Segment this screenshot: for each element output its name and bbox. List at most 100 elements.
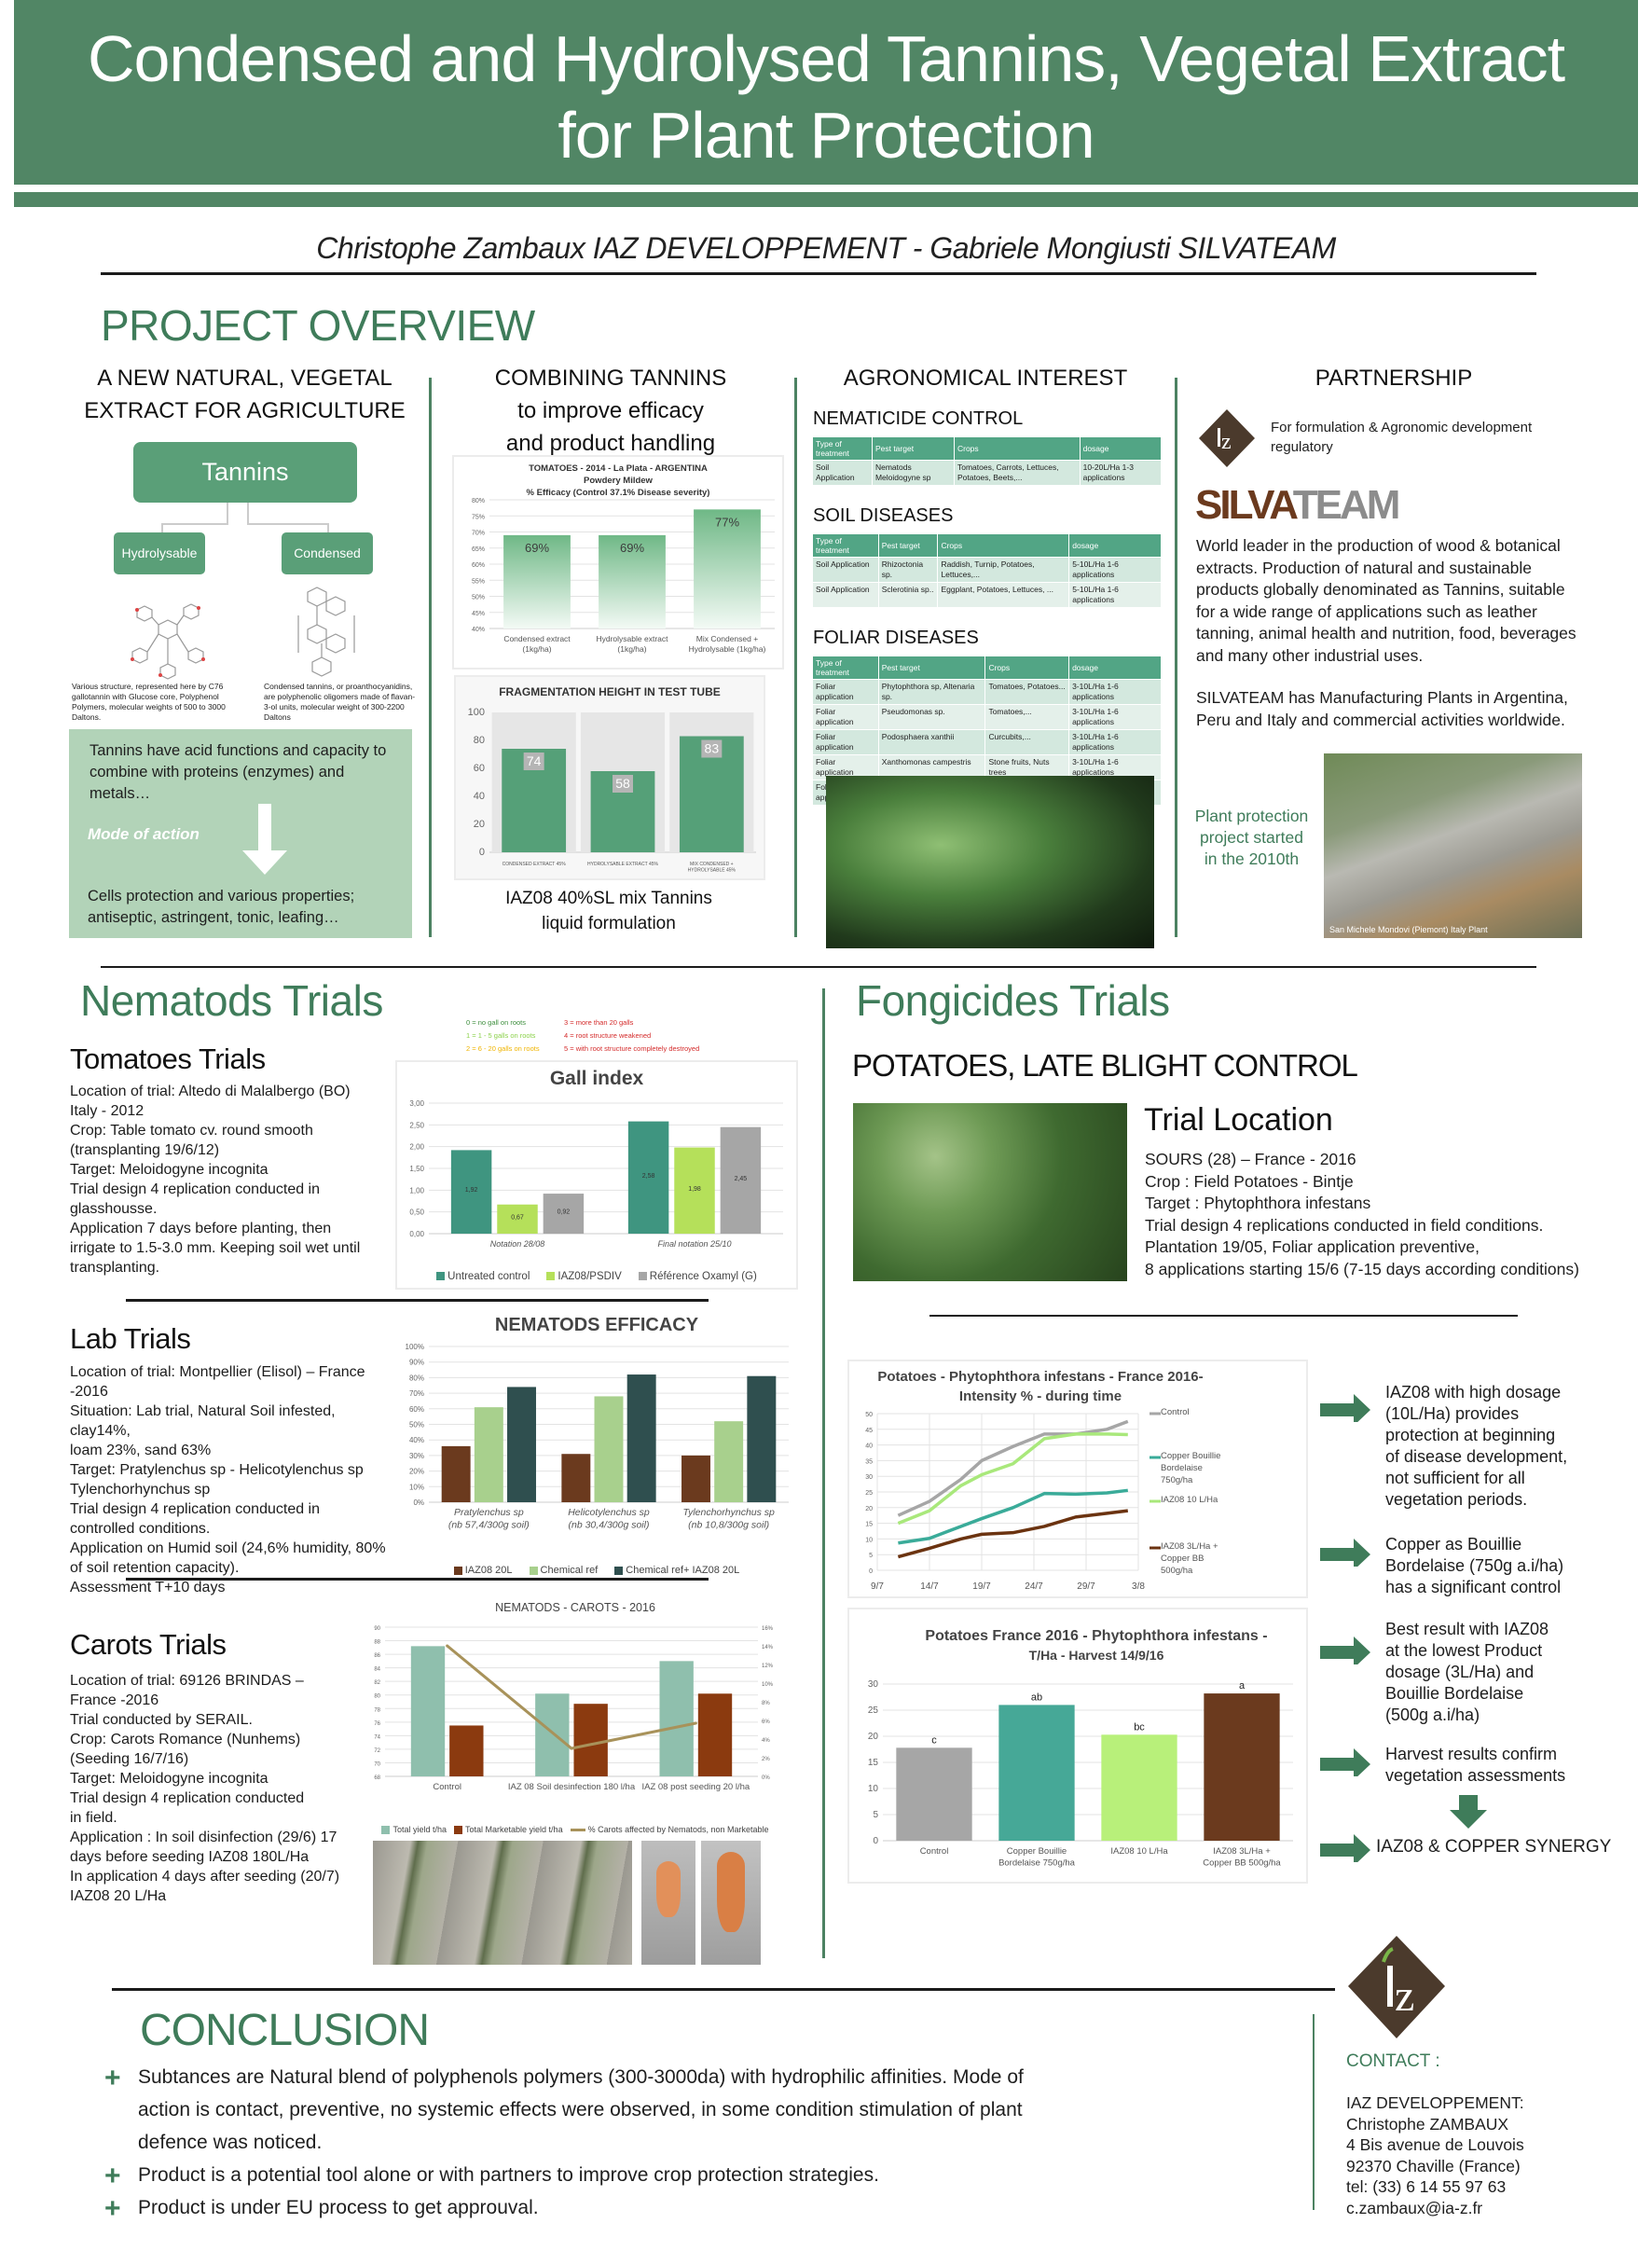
legend-item: Chemical ref+ IAZ08 20L xyxy=(614,1565,739,1576)
y-tick-label: 80% xyxy=(472,498,485,504)
y-tick-label: 40 xyxy=(865,1443,873,1450)
data-label: 69% xyxy=(525,541,549,555)
data-label-box xyxy=(701,739,723,758)
column-header: dosage xyxy=(1068,656,1162,680)
column-header: Pest target xyxy=(878,534,939,558)
y2-tick-label: 14% xyxy=(762,1645,774,1650)
table-cell: Soil Application xyxy=(813,582,879,607)
y-tick-label: 76 xyxy=(374,1721,380,1727)
x-category-label: CONDENSED EXTRACT 45% xyxy=(502,862,567,867)
note-line: dosage (3L/Ha) and xyxy=(1385,1663,1535,1681)
scale-item: 5 = with root structure completely destr… xyxy=(564,1044,700,1053)
legend-label: IAZ08 3L/Ha + Copper BB 500g/ha xyxy=(1161,1541,1218,1576)
legend-swatch xyxy=(638,1272,647,1281)
bar xyxy=(497,1204,538,1234)
y-tick-label: 50% xyxy=(409,1421,424,1429)
divider xyxy=(101,966,1536,968)
y-tick-label: 0 xyxy=(869,1568,873,1575)
y-tick-label: 70 xyxy=(374,1761,380,1767)
legend-label: IAZ08 20L xyxy=(464,1565,513,1576)
column-header: dosage xyxy=(1080,437,1163,461)
data-label-box xyxy=(523,753,544,770)
text-line: (transplanting 19/6/12) xyxy=(70,1142,220,1158)
chart-title: NEMATODS EFFICACY xyxy=(494,1315,699,1335)
chart-svg: 0 20 40 60 80 100 74 58 83 CONDENSED EXTRACT 45% H… xyxy=(468,707,756,874)
arrow-right-icon xyxy=(1320,1636,1370,1664)
chart-title: NEMATODS - CAROTS - 2016 xyxy=(495,1601,655,1614)
conclusion-line: Product is a potential tool alone or wit… xyxy=(138,2164,879,2186)
section-title-nematods: Nematods Trials xyxy=(80,976,383,1025)
bar xyxy=(1101,1734,1177,1841)
data-label: 2,45 xyxy=(735,1176,748,1182)
contact-line: Christophe ZAMBAUX xyxy=(1346,2114,1509,2134)
y-tick-label: 5 xyxy=(869,1553,873,1559)
y-tick-label: 88 xyxy=(374,1640,380,1646)
line-series-carots-affected xyxy=(446,1644,696,1750)
table-cell: Eggplant, Potatoes, Lettuces, ... xyxy=(937,582,1070,607)
tannins-box: Tannins xyxy=(133,442,357,503)
title-banner-stripe xyxy=(14,192,1638,207)
chart-intensity-over-time: Potatoes - Phytophthora infestans - Fran… xyxy=(847,1360,1308,1598)
table-header-row: Type of treatment Pest target Crops dosage xyxy=(813,534,1162,558)
data-label: 0,67 xyxy=(511,1214,524,1221)
table-row: Foliar application Xanthomonas campestris… xyxy=(813,754,1162,780)
conclusion-line: action is contact, preventive, no system… xyxy=(138,2099,1023,2120)
legend-swatch xyxy=(546,1272,556,1281)
chart-carots: NEMATODS - CAROTS - 2016 68 70 72 74 76 78 80 8… xyxy=(351,1601,799,1834)
column-header: Type of treatment xyxy=(813,656,879,680)
y-tick-label: 35 xyxy=(865,1458,873,1465)
y-tick-label: 45% xyxy=(472,611,485,617)
y-tick-label: 40% xyxy=(472,627,485,633)
bar xyxy=(449,1725,484,1776)
chart-title: Potatoes - Phytophthora infestans - Fran… xyxy=(877,1369,1204,1385)
plus-icon: + xyxy=(104,2161,121,2191)
title-line-1: Condensed and Hydrolysed Tannins, Vegeta… xyxy=(87,22,1565,95)
bar xyxy=(626,1374,656,1502)
chart-nematods-efficacy: NEMATODS EFFICACY 0% 10% 20% 30% 40% 50% 60% 70… xyxy=(395,1315,798,1578)
condensed-molecule-image xyxy=(297,587,355,677)
legend-item: IAZ08/PSDIV xyxy=(546,1271,622,1282)
column-header: Crops xyxy=(954,437,1081,461)
scale-item: 0 = no gall on roots xyxy=(466,1018,527,1027)
text-line: Location of trial: Montpellier (Elisol) … xyxy=(70,1364,365,1380)
chart-legend: IAZ08 20L Chemical ref Chemical ref+ IAZ08… xyxy=(395,1565,798,1576)
y-tick-label: 100 xyxy=(468,707,485,718)
lab-trials-text: Location of trial: Montpellier (Elisol) … xyxy=(70,1362,396,1597)
legend-swatch xyxy=(453,1566,462,1575)
y-tick-label: 78 xyxy=(374,1707,380,1713)
title-line-2: for Plant Protection xyxy=(558,99,1094,172)
conclusion-item: + Subtances are Natural blend of polyphen… xyxy=(104,2061,1111,2159)
table-cell: 10-20L/Ha 1-3 applications xyxy=(1080,460,1163,485)
table-title: NEMATICIDE CONTROL xyxy=(813,408,1024,429)
y-tick-label: 20 xyxy=(865,1506,873,1512)
data-label: bc xyxy=(1134,1721,1145,1733)
text-line: transplanting. xyxy=(70,1260,160,1276)
y-tick-label: 1,50 xyxy=(409,1165,424,1173)
bar xyxy=(599,534,666,628)
y-tick-label: 10% xyxy=(409,1483,424,1491)
text-line: Target: Meloidogyne incognita xyxy=(70,1162,268,1178)
text-line: In application 4 days after seeding (20/… xyxy=(70,1869,340,1885)
result-note: Copper as Bouillie Bordelaise (750g a.i/h… xyxy=(1385,1534,1563,1598)
y-tick-label: 90% xyxy=(409,1359,424,1367)
table-cell: Rhizoctonia sp. xyxy=(878,557,939,583)
poster-title: Condensed and Hydrolysed Tannins, Vegeta… xyxy=(14,21,1638,173)
text-line: of soil retention capacity). xyxy=(70,1560,240,1576)
table-row: Foliar application Pseudomonas sp. Tomatoe… xyxy=(813,704,1162,730)
conclusion-list: + Subtances are Natural blend of polyphen… xyxy=(104,2061,1111,2224)
condensed-caption: Condensed tannins, or proanthocyanidins,… xyxy=(264,682,416,722)
heading-line: EXTRACT FOR AGRICULTURE xyxy=(84,398,406,423)
treatment-table: Type of treatment Pest target Crops dosage S… xyxy=(813,534,1162,607)
x-category-label: Control xyxy=(433,1782,461,1792)
text-line: irrigate to 1.5-3.0 mm. Keeping soil wet… xyxy=(70,1240,361,1256)
column-header: Crops xyxy=(937,534,1070,558)
divider xyxy=(126,1299,709,1302)
text-line: in field. xyxy=(70,1810,117,1826)
carrot-photo xyxy=(641,1841,695,1965)
legend-label: Chemical ref xyxy=(540,1565,599,1576)
chart-title: Powdery Mildew xyxy=(584,476,653,486)
svg-text:z: z xyxy=(1221,430,1232,454)
note-line: (500g a.i/ha) xyxy=(1385,1706,1480,1724)
bar xyxy=(474,1407,503,1502)
table-cell: Foliar application xyxy=(813,704,879,730)
